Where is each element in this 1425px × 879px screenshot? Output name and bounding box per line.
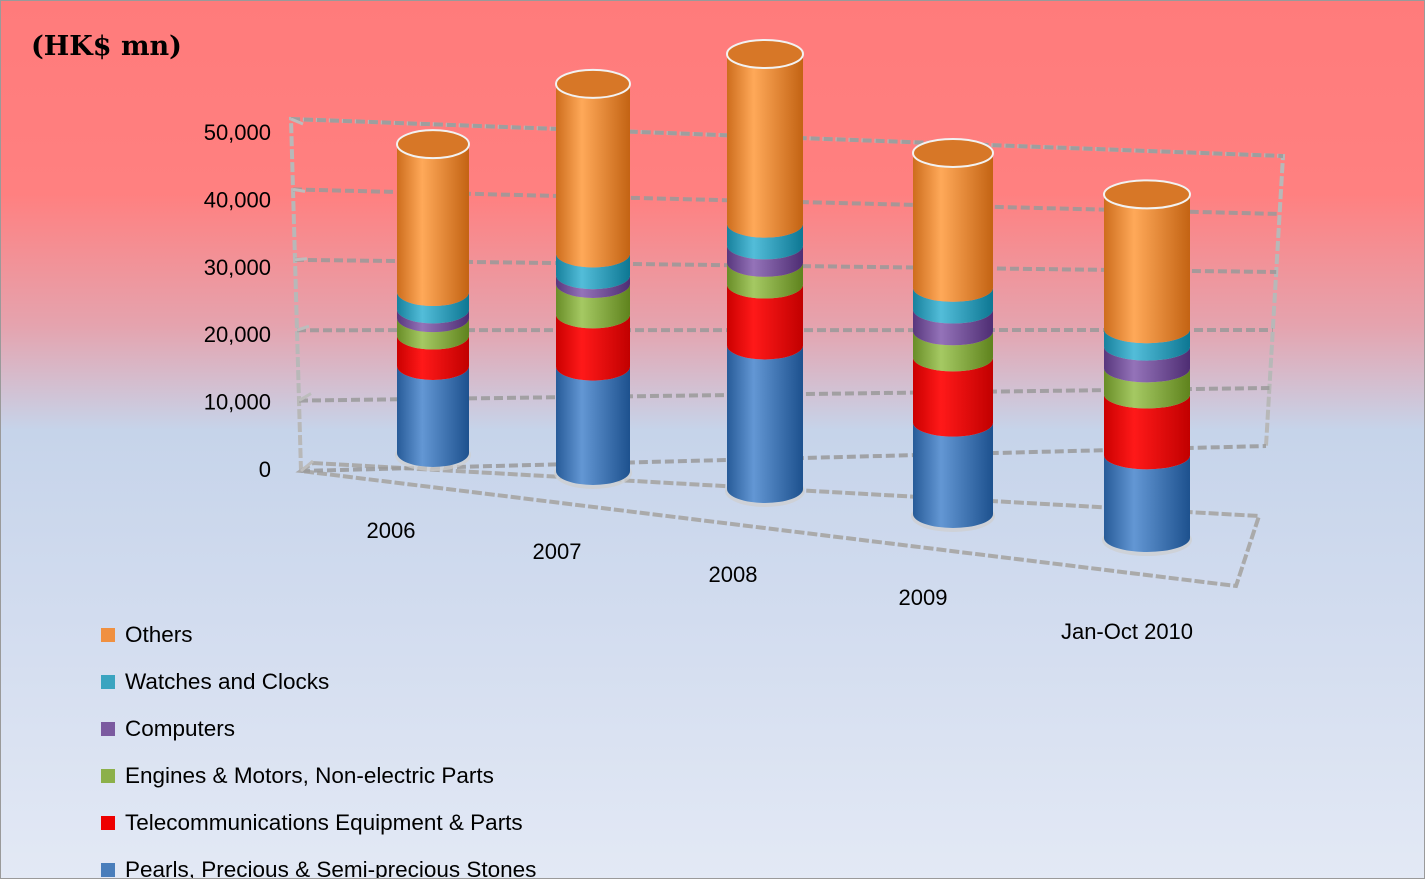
bar-top-cap <box>912 137 994 168</box>
bar-segment <box>913 331 994 372</box>
legend-swatch <box>101 862 115 877</box>
y-tick-label: 0 <box>259 457 271 482</box>
y-tick-label: 50,000 <box>204 120 271 145</box>
y-tick-label: 20,000 <box>204 322 271 347</box>
x-category-label: 2006 <box>367 518 416 543</box>
gridline-side <box>298 392 312 402</box>
legend-label: Pearls, Precious & Semi-precious Stones <box>125 856 537 879</box>
legend-swatch <box>101 815 115 830</box>
unit-label: (HK$ mn) <box>31 31 182 62</box>
bar-segment <box>1104 368 1190 409</box>
legend-item: Others <box>101 611 536 658</box>
bar-segment <box>556 314 630 381</box>
bar-segment <box>1104 455 1190 552</box>
bar-segment <box>727 262 803 299</box>
gridline-side <box>296 324 310 332</box>
bar-segment <box>727 54 803 238</box>
y-tick-label: 10,000 <box>204 390 271 415</box>
bar-top-cap <box>1103 179 1191 210</box>
bar-segment <box>1104 394 1190 470</box>
x-axis-categories: 2006 2007 2008 2009 Jan-Oct 2010 <box>367 518 1194 644</box>
legend: Others Watches and Clocks Computers Engines… <box>101 611 537 879</box>
legend-label: Telecommunications Equipment & Parts <box>125 809 523 835</box>
bar-segment <box>397 318 469 350</box>
bar-segment <box>1104 346 1190 383</box>
bar-segment <box>1104 329 1190 361</box>
bar-segment <box>727 345 803 503</box>
legend-swatch <box>101 627 115 642</box>
bar-segment <box>397 309 469 333</box>
bar-segment <box>727 284 803 360</box>
y-axis-ticks: 0 10,000 20,000 30,000 40,000 50,000 <box>204 120 271 482</box>
bar-segment <box>556 283 630 329</box>
legend-swatch <box>101 721 115 736</box>
gridline-side <box>294 257 308 262</box>
x-category-label: 2008 <box>709 562 758 587</box>
legend-label: Others <box>125 621 193 647</box>
bar-stack <box>395 129 471 471</box>
x-category-label: Jan-Oct 2010 <box>1061 619 1193 644</box>
bar-segment <box>556 366 630 485</box>
bar-segment <box>556 275 630 298</box>
bar-segment <box>913 357 994 437</box>
bar-top-cap <box>726 39 804 69</box>
gridline-side <box>292 187 306 193</box>
bar-segment <box>1104 194 1190 344</box>
gridline-side <box>300 459 314 473</box>
legend-item: Pearls, Precious & Semi-precious Stones <box>101 846 537 879</box>
bar-segment <box>397 335 469 380</box>
bar-segment <box>913 309 994 346</box>
y-tick-label: 40,000 <box>204 187 271 212</box>
bars <box>395 39 1192 556</box>
legend-swatch <box>101 674 115 689</box>
bar-top-cap <box>555 68 631 99</box>
bar-top-cap <box>396 129 470 160</box>
bar-segment <box>556 83 630 268</box>
y-tick-label: 30,000 <box>204 255 271 280</box>
legend-item: Telecommunications Equipment & Parts <box>101 799 536 846</box>
bar-segment <box>727 223 803 260</box>
bar-stack <box>554 68 632 489</box>
legend-label: Engines & Motors, Non-electric Parts <box>125 762 494 788</box>
bar-segment <box>913 422 994 528</box>
gridline-side <box>290 117 304 126</box>
bar-stack <box>1102 179 1192 556</box>
bar-segment <box>727 245 803 277</box>
bar-stack <box>911 137 995 532</box>
bar-segment <box>397 144 469 307</box>
legend-item: Computers <box>101 705 536 752</box>
bar-stack <box>725 39 805 507</box>
bar-segment <box>913 152 994 302</box>
legend-item: Watches and Clocks <box>101 658 536 705</box>
legend-item: Engines & Motors, Non-electric Parts <box>101 752 536 799</box>
bar-segment <box>913 287 994 324</box>
x-category-label: 2009 <box>899 585 948 610</box>
legend-swatch <box>101 768 115 783</box>
legend-label: Watches and Clocks <box>125 668 330 694</box>
x-category-label: 2007 <box>533 539 582 564</box>
bar-segment <box>397 366 469 467</box>
legend-label: Computers <box>125 715 236 741</box>
bar-segment <box>556 253 630 290</box>
bar-segment <box>397 292 469 324</box>
